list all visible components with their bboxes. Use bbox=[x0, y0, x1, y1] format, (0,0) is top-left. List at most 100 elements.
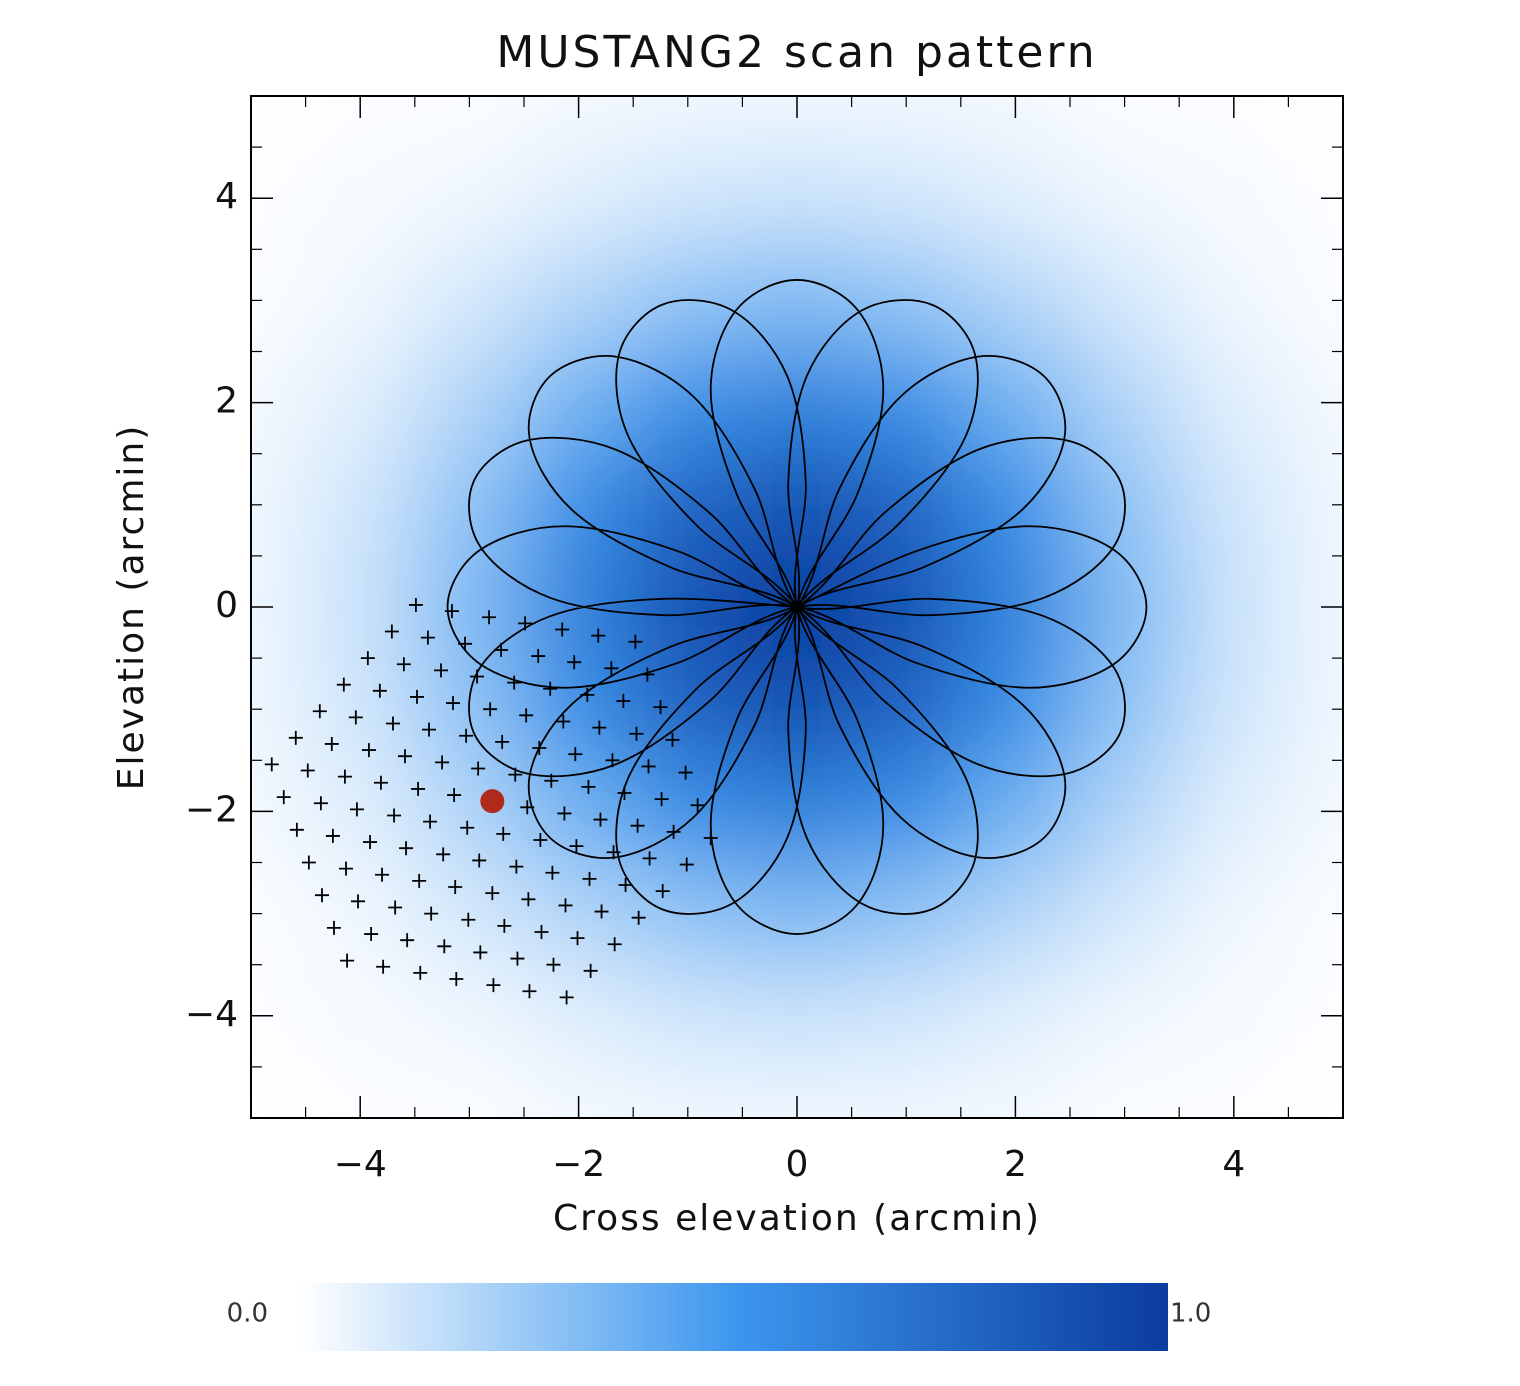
detector-marker bbox=[372, 683, 387, 698]
detector-marker bbox=[655, 884, 670, 899]
heatmap-cell bbox=[305, 351, 416, 455]
detector-marker bbox=[361, 743, 376, 758]
heatmap-cell bbox=[305, 249, 416, 353]
detector-marker bbox=[581, 779, 596, 794]
detector-marker bbox=[420, 630, 435, 645]
detector-marker bbox=[412, 873, 427, 888]
y-tick-label: 0 bbox=[215, 585, 238, 626]
detector-marker bbox=[264, 757, 279, 772]
detector-marker bbox=[482, 610, 497, 625]
detector-marker bbox=[546, 957, 561, 972]
detector-marker bbox=[348, 710, 363, 725]
heatmap-cell bbox=[1070, 351, 1181, 455]
detector-marker bbox=[559, 990, 574, 1005]
heatmap-cell bbox=[1288, 1066, 1343, 1118]
x-axis-label: Cross elevation (arcmin) bbox=[553, 1198, 1041, 1239]
heatmap-cell bbox=[1070, 249, 1181, 353]
heatmap-cell bbox=[1070, 964, 1181, 1068]
detector-marker bbox=[289, 822, 304, 837]
detector-marker bbox=[567, 655, 582, 670]
heatmap-cell bbox=[305, 453, 416, 557]
detector-marker bbox=[606, 845, 621, 860]
heatmap-cell bbox=[1070, 555, 1181, 660]
detector-marker bbox=[641, 759, 656, 774]
colorbar bbox=[300, 1283, 1168, 1351]
detector-marker bbox=[458, 636, 473, 651]
detector-marker bbox=[360, 651, 375, 666]
detector-marker bbox=[544, 773, 559, 788]
detector-marker bbox=[435, 755, 450, 770]
detector-marker bbox=[313, 796, 328, 811]
detector-marker bbox=[486, 978, 501, 993]
detector-marker bbox=[497, 918, 512, 933]
heatmap-cell bbox=[960, 147, 1071, 251]
heatmap-cell bbox=[633, 964, 744, 1068]
detector-marker bbox=[400, 933, 415, 948]
heatmap-cell bbox=[524, 964, 635, 1068]
detector-marker bbox=[340, 953, 355, 968]
detector-marker bbox=[592, 720, 607, 735]
detector-marker bbox=[628, 634, 643, 649]
detector-marker bbox=[397, 749, 412, 764]
y-axis-label: Elevation (arcmin) bbox=[111, 424, 152, 791]
detector-marker bbox=[583, 963, 598, 978]
detector-marker bbox=[301, 855, 316, 870]
heatmap-cell bbox=[742, 862, 853, 966]
detector-marker bbox=[472, 853, 487, 868]
detector-marker bbox=[483, 702, 498, 717]
detector-marker bbox=[580, 687, 595, 702]
heatmap-cell bbox=[851, 453, 962, 557]
detector-marker bbox=[373, 775, 388, 790]
detector-marker bbox=[424, 906, 439, 921]
heatmap-cell bbox=[851, 147, 962, 251]
detector-marker bbox=[618, 877, 633, 892]
detector-marker bbox=[314, 888, 329, 903]
detector-marker bbox=[447, 788, 462, 803]
detector-marker bbox=[594, 904, 609, 919]
chart-title: MUSTANG2 scan pattern bbox=[496, 27, 1097, 78]
heatmap-cell bbox=[960, 964, 1071, 1068]
heatmap-cell bbox=[742, 147, 853, 251]
detector-marker bbox=[444, 604, 459, 619]
detector-marker bbox=[534, 924, 549, 939]
detector-marker bbox=[557, 806, 572, 821]
detector-marker bbox=[604, 661, 619, 676]
detector-marker bbox=[518, 616, 533, 631]
heatmap-cell bbox=[1179, 351, 1290, 455]
detector-marker bbox=[437, 939, 452, 954]
detector-marker bbox=[617, 786, 632, 801]
detector-marker bbox=[543, 681, 558, 696]
heatmap-cell bbox=[251, 96, 307, 149]
heatmap-cell bbox=[305, 760, 416, 864]
detector-marker bbox=[423, 814, 438, 829]
heatmap-cell bbox=[414, 249, 525, 353]
y-tick-label: 2 bbox=[215, 381, 238, 422]
detector-marker bbox=[666, 824, 681, 839]
detector-marker bbox=[631, 910, 646, 925]
heatmap-cell bbox=[633, 453, 744, 557]
detector-marker bbox=[533, 833, 548, 848]
detector-marker bbox=[461, 912, 476, 927]
detector-marker bbox=[448, 880, 463, 895]
detector-marker bbox=[325, 828, 340, 843]
detector-marker bbox=[531, 649, 546, 664]
detector-marker bbox=[276, 790, 291, 805]
detector-marker bbox=[678, 765, 693, 780]
heatmap-cell bbox=[251, 1066, 307, 1118]
x-tick-label: −4 bbox=[334, 1144, 387, 1185]
detector-marker bbox=[288, 730, 303, 745]
detector-marker bbox=[545, 865, 560, 880]
detector-marker bbox=[364, 927, 379, 942]
detector-marker bbox=[460, 820, 475, 835]
heatmap-cell bbox=[1179, 760, 1290, 864]
detector-marker bbox=[436, 847, 451, 862]
detector-marker bbox=[376, 959, 391, 974]
heatmap-cell bbox=[305, 964, 416, 1068]
detector-marker bbox=[521, 892, 536, 907]
detector-marker bbox=[408, 597, 423, 612]
scan-path bbox=[446, 279, 1148, 935]
detector-marker bbox=[629, 726, 644, 741]
detector-marker bbox=[349, 802, 364, 817]
colorbar-tick-label: 1.0 bbox=[1170, 1299, 1211, 1329]
